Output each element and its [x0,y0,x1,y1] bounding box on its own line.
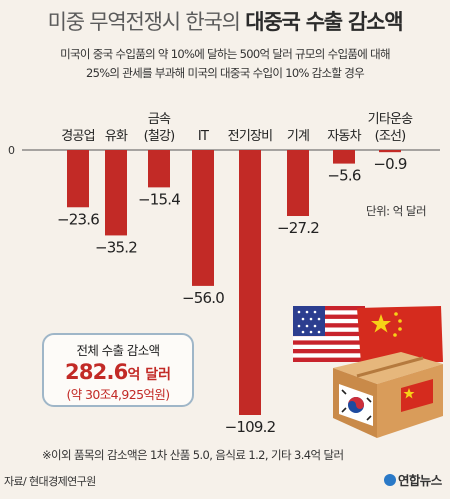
title-light: 미중 무역전쟁시 한국의 [47,10,246,34]
china-flag-small-icon [401,379,433,412]
category-label-5: 기계 [287,129,309,144]
value-label-4: −109.2 [225,418,276,436]
korea-flag-icon [339,384,373,426]
total-value-unit: 억 달러 [127,367,171,383]
category-label-0: 경공업 [61,129,94,144]
title-bold: 대중국 수출 감소액 [245,10,403,34]
source-credit: 자료/ 현대경제연구원 [4,475,96,488]
bars-group: 경공업 −23.6 유화 −35.2 금속 (철강) −15.4 IT −56.0 전기장비 −10… [57,112,414,436]
value-label-3: −56.0 [182,289,224,307]
subtitle-line-1: 미국이 중국 수입품의 약 10%에 달하는 500억 달러 규모의 수입품에 … [60,47,390,61]
value-label-5: −27.2 [277,219,319,237]
total-summary-box: 전체 수출 감소액 282.6억 달러 (약 30조4,925억원) [42,333,194,407]
total-value-number: 282.6 [65,360,128,384]
bar-4 [239,150,261,415]
brand-name: 연합뉴스 [398,473,442,488]
value-label-0: −23.6 [57,210,99,228]
zero-tick-label: 0 [8,144,15,157]
us-flag-icon [293,306,365,362]
subtitle: 미국이 중국 수입품의 약 10%에 달하는 500억 달러 규모의 수입품에 … [0,45,450,83]
unit-label: 단위: 억 달러 [366,204,427,218]
bar-5 [287,150,309,217]
total-value: 282.6억 달러 [44,360,192,384]
subtitle-line-2: 25%의 관세를 부과해 미국의 대중국 수입이 10% 감소할 경우 [85,66,365,80]
category-label-6: 자동차 [327,129,361,144]
bar-6 [333,150,355,164]
total-krw: (약 30조4,925억원) [66,387,170,402]
bar-1 [105,150,127,236]
category-label-3: IT [198,129,209,144]
brand-logo: 연합뉴스 [384,470,442,489]
value-label-6: −5.6 [327,167,360,185]
trade-illustration [293,306,443,438]
china-flag-icon [357,306,443,364]
cardboard-box-icon [333,352,443,438]
category-label-2-1: (철강) [144,129,175,144]
bar-0 [67,150,89,208]
category-label-7-1: (조선) [375,129,406,144]
value-label-2: −15.4 [138,190,180,208]
footnote: ※이외 품목의 감소액은 1차 산품 5.0, 음식료 1.2, 기타 3.4억… [42,448,344,462]
category-label-7-0: 기타운송 [368,112,413,127]
bar-3 [192,150,214,286]
bar-7 [379,150,401,153]
brand-dot-icon [384,474,396,486]
total-label: 전체 수출 감소액 [76,343,160,358]
category-label-4: 전기장비 [228,129,273,144]
bar-2 [148,150,170,188]
value-label-1: −35.2 [95,238,137,256]
page-title: 미중 무역전쟁시 한국의 대중국 수출 감소액 [0,6,450,36]
category-label-1: 유화 [105,129,128,144]
category-label-2-0: 금속 [148,112,171,127]
value-label-7: −0.9 [373,155,406,173]
